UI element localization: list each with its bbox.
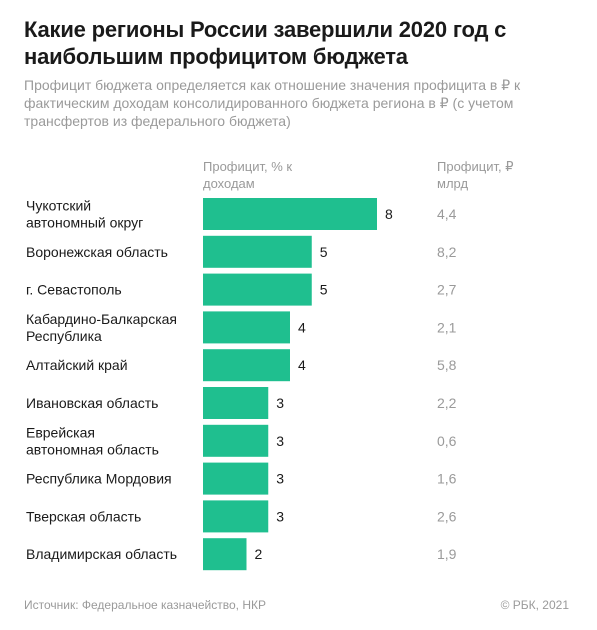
bar-2 xyxy=(203,273,312,306)
bar-value-label: 3 xyxy=(276,508,284,524)
bar-value-label: 3 xyxy=(276,433,284,449)
category-label: Республика Мордовия xyxy=(26,471,172,487)
category-label: Еврейская автономная область xyxy=(26,424,159,457)
category-label: Тверская область xyxy=(26,508,141,524)
rub-value-label: 2,6 xyxy=(437,508,457,524)
bar-4 xyxy=(203,349,290,382)
bar-7 xyxy=(203,462,269,495)
category-label: Ивановская область xyxy=(26,395,158,411)
bar-5 xyxy=(203,387,269,419)
bar-value-label: 5 xyxy=(320,282,328,298)
rub-value-label: 1,6 xyxy=(437,471,457,487)
category-label: Воронежская область xyxy=(26,244,168,260)
rub-value-label: 4,4 xyxy=(437,206,457,222)
bar-value-label: 2 xyxy=(255,546,263,562)
rub-value-label: 8,2 xyxy=(437,244,457,260)
bar-0 xyxy=(203,198,377,230)
bar-value-label: 4 xyxy=(298,319,306,335)
rub-column-header: Профицит, ₽ млрд xyxy=(437,159,514,191)
bar-value-label: 3 xyxy=(276,471,284,487)
bar-value-label: 8 xyxy=(385,206,393,222)
bar-value-label: 3 xyxy=(276,395,284,411)
category-label: Владимирская область xyxy=(26,546,177,562)
chart-subtitle: Профицит бюджета определяется как отноше… xyxy=(24,77,521,129)
rub-value-label: 2,1 xyxy=(437,319,457,335)
bar-3 xyxy=(203,311,290,344)
copyright: © РБК, 2021 xyxy=(500,598,569,612)
rub-value-label: 2,7 xyxy=(437,282,457,298)
category-label: Чукотский автономный округ xyxy=(26,198,143,231)
bar-value-label: 5 xyxy=(320,244,328,260)
source-note: Источник: Федеральное казначейство, НКР xyxy=(24,598,266,612)
rub-value-label: 1,9 xyxy=(437,546,457,562)
category-label: Алтайский край xyxy=(26,357,128,373)
bar-1 xyxy=(203,235,312,268)
bar-9 xyxy=(203,538,247,571)
rub-value-label: 0,6 xyxy=(437,433,457,449)
category-label: г. Севастополь xyxy=(26,282,122,298)
rub-value-label: 2,2 xyxy=(437,395,457,411)
chart-title: Какие регионы России завершили 2020 год … xyxy=(24,17,507,69)
bar-value-label: 4 xyxy=(298,357,306,373)
bar-6 xyxy=(203,424,269,457)
rub-value-label: 5,8 xyxy=(437,357,457,373)
bar-8 xyxy=(203,500,269,533)
percent-column-header: Профицит, % к доходам xyxy=(203,159,293,191)
category-label: Кабардино-Балкарская Республика xyxy=(26,311,177,344)
